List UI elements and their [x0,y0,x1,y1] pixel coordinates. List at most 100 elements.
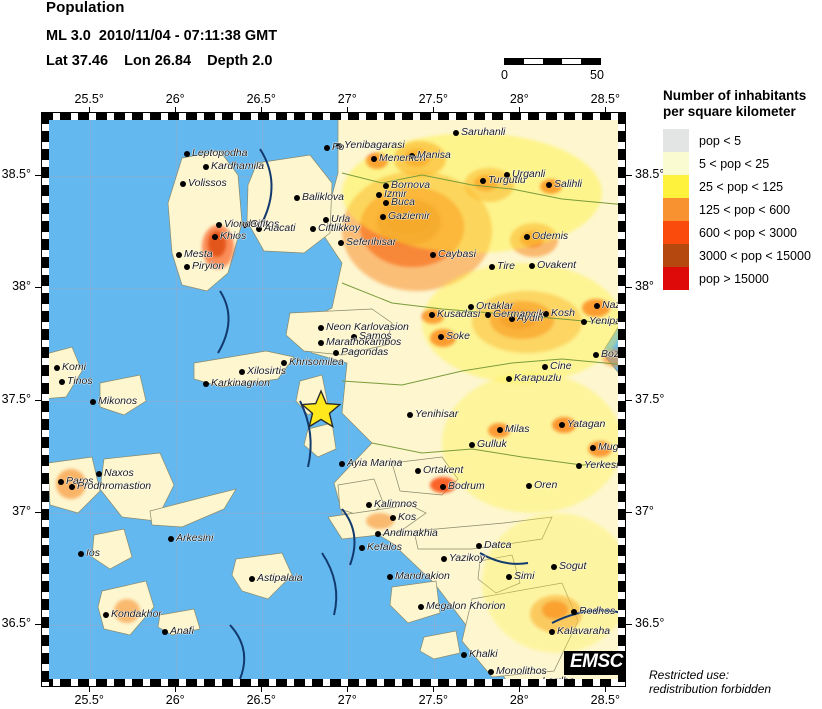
city-dot [407,412,413,418]
city-dot [469,442,475,448]
legend-row: 600 < pop < 3000 [663,221,818,245]
legend-swatch [663,198,689,222]
city-label: Yenibagarasi [344,139,405,151]
lat-tick-label: 37.5° [1,391,31,406]
lat-tick-mark [626,174,632,176]
lat-tick-mark [35,287,41,289]
lat-tick-mark [626,624,632,626]
legend-row: pop > 15000 [663,267,818,291]
graticule-parallel [42,512,625,514]
city-dot [576,463,582,469]
city-dot [359,545,365,551]
legend: Number of inhabitants per square kilomet… [663,88,818,291]
city-dot [318,325,324,331]
lat-tick-label: 38° [635,279,654,294]
city-dot [339,461,345,467]
city-dot [461,652,467,658]
lat-tick-label: 37° [635,503,654,518]
city-label: Khios [220,230,247,242]
epicenter-star-icon [300,389,341,429]
city-label: Gulluk [477,438,507,450]
lon-tick-mark [519,107,521,112]
city-dot [546,182,552,188]
city-label: Mikonos [98,395,138,407]
city-dot [216,222,222,228]
city-dot [294,195,300,201]
city-dot [351,334,357,340]
city-label: Kondakhor [111,608,162,620]
city-label: Anafi [170,625,194,637]
city-label: Buca [391,196,415,208]
legend-label: 5 < pop < 25 [699,156,770,171]
legend-label: 25 < pop < 125 [699,179,784,194]
city-dot [376,192,382,198]
lat-tick-label: 36.5° [635,616,665,631]
legend-row: pop < 5 [663,129,818,153]
lat-tick-mark [626,287,632,289]
scale-bar-min-label: 0 [501,68,508,82]
scale-bar [504,58,601,65]
city-dot [468,304,474,310]
event-location-depth: Lat 37.46 Lon 26.84 Depth 2.0 [46,53,273,69]
lat-tick-label: 38° [12,279,31,294]
city-dot [180,181,186,187]
graticule-parallel [42,288,625,290]
lat-tick-label: 36.5° [1,616,31,631]
city-dot [390,515,396,521]
lon-tick-label: 28.5° [590,92,620,106]
city-label: Karapuzlu [514,372,562,384]
legend-label: 3000 < pop < 15000 [699,248,811,263]
city-dot [324,145,330,151]
city-label: Khalki [469,648,498,660]
city-dot [323,217,329,223]
graticule-parallel [42,400,625,402]
city-label: Pagondas [341,346,389,358]
city-label: Ciftlikkoy [318,222,361,234]
city-label: Komi [62,361,86,373]
map-border-left [42,113,49,686]
city-dot [441,556,447,562]
city-label: Rodhos [579,605,616,617]
lat-tick-label: 38.5° [1,166,31,181]
city-dot [176,252,182,258]
city-dot [480,178,486,184]
city-dot [383,200,389,206]
city-dot [453,130,459,136]
city-dot [430,252,436,258]
city-label: Oren [534,479,558,491]
city-label: Fo [332,141,345,153]
city-dot [524,234,530,240]
lat-tick-label: 38.5° [635,166,665,181]
lon-tick-mark [433,107,435,112]
city-label: Soke [446,330,470,342]
lon-tick-label: 26° [165,92,185,106]
city-label: Yerkesik [584,459,624,471]
city-dot [54,365,60,371]
lon-tick-mark [261,107,263,112]
city-dot [90,399,96,405]
emsc-logo: EMSC [564,651,625,675]
city-label: Ortakent [423,464,464,476]
city-dot [242,222,248,228]
city-label: Datca [484,539,512,551]
city-dot [318,340,324,346]
lon-tick-label: 28.5° [590,693,620,707]
legend-swatch [663,175,689,199]
city-label: Seferihisar [346,236,397,248]
lat-tick-mark [626,511,632,513]
city-dot [415,468,421,474]
city-dot [239,369,245,375]
city-label: Neon Karlovasion [326,321,409,333]
city-label: Xilosirtis [247,365,287,377]
city-dot [78,551,84,557]
map-canvas[interactable]: Leptopodha Kardhamila Volissos Viondadhos Kh… [41,112,626,687]
city-label: Yenipazar [589,315,625,327]
city-label: Marathokambos [326,336,402,348]
city-label: Cine [550,360,572,372]
lon-tick-mark [605,107,607,112]
city-dot [336,143,342,149]
city-dot [338,240,344,246]
city-dot [310,226,316,232]
city-label: Piryion [192,260,225,272]
city-dot [542,364,548,370]
